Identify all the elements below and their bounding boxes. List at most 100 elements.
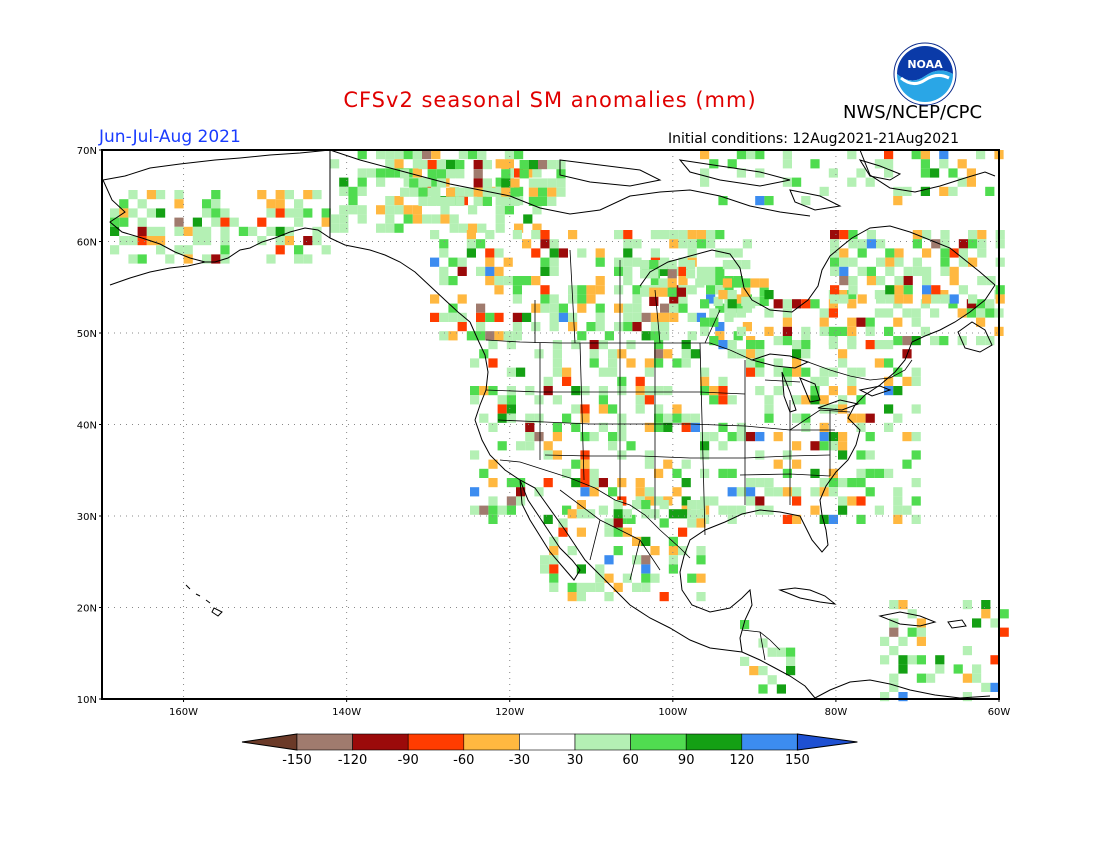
- anomaly-cell: [547, 187, 557, 197]
- anomaly-cell: [907, 655, 917, 665]
- anomaly-cell: [617, 376, 627, 386]
- anomaly-cell: [284, 226, 294, 236]
- anomaly-cell: [339, 214, 349, 224]
- anomaly-cell: [687, 500, 697, 510]
- anomaly-cell: [722, 260, 732, 270]
- anomaly-cell: [880, 636, 890, 646]
- anomaly-cell: [838, 404, 848, 414]
- anomaly-cell: [576, 500, 586, 510]
- anomaly-cell: [598, 404, 608, 414]
- anomaly-cell: [962, 646, 972, 656]
- anomaly-cell: [746, 150, 756, 160]
- anomaly-cell: [916, 673, 926, 683]
- anomaly-cell: [512, 312, 522, 322]
- anomaly-cell: [650, 331, 660, 341]
- anomaly-cell: [604, 331, 614, 341]
- anomaly-cell: [623, 266, 633, 276]
- anomaly-cell: [902, 186, 912, 196]
- anomaly-cell: [876, 257, 886, 267]
- anomaly-cell: [819, 487, 829, 497]
- anomaly-cell: [995, 239, 1005, 249]
- anomaly-cell: [476, 331, 486, 341]
- anomaly-cell: [865, 450, 875, 460]
- anomaly-cell: [736, 432, 746, 442]
- anomaly-cell: [746, 349, 756, 359]
- anomaly-cell: [146, 236, 156, 246]
- anomaly-cell: [649, 269, 659, 279]
- anomaly-cell: [810, 395, 820, 405]
- anomaly-cell: [482, 160, 492, 170]
- anomaly-cell: [649, 260, 659, 270]
- anomaly-cell: [741, 287, 751, 297]
- anomaly-cell: [202, 254, 212, 264]
- anomaly-cell: [874, 159, 884, 169]
- anomaly-cell: [903, 285, 913, 295]
- anomaly-cell: [580, 432, 590, 442]
- anomaly-cell: [522, 312, 532, 322]
- anomaly-cell: [632, 536, 642, 546]
- anomaly-cell: [455, 196, 465, 206]
- anomaly-cell: [681, 496, 691, 506]
- anomaly-cell: [746, 432, 756, 442]
- anomaly-cell: [567, 546, 577, 556]
- anomaly-cell: [742, 239, 752, 249]
- anomaly-cell: [614, 285, 624, 295]
- anomaly-cell: [962, 673, 972, 683]
- anomaly-cell: [468, 150, 478, 160]
- anomaly-cell: [495, 223, 505, 233]
- anomaly-cell: [667, 278, 677, 288]
- anomaly-cell: [847, 478, 857, 488]
- anomaly-cell: [586, 322, 596, 332]
- anomaly-cell: [211, 208, 221, 218]
- anomaly-cell: [838, 496, 848, 506]
- anomaly-cell: [856, 317, 866, 327]
- anomaly-cell: [604, 527, 614, 537]
- anomaly-cell: [700, 468, 710, 478]
- anomaly-cell: [700, 441, 710, 451]
- anomaly-cell: [700, 317, 710, 327]
- anomaly-cell: [865, 340, 875, 350]
- anomaly-cell: [966, 168, 976, 178]
- anomaly-cell: [448, 331, 458, 341]
- lat-label: 40N: [77, 421, 97, 432]
- anomaly-cell: [510, 196, 520, 206]
- anomaly-cell: [709, 395, 719, 405]
- anomaly-cell: [690, 349, 700, 359]
- anomaly-cell: [257, 217, 267, 227]
- anomaly-cell: [534, 432, 544, 442]
- anomaly-cell: [782, 487, 792, 497]
- colorbar-label: 120: [729, 753, 754, 768]
- anomaly-cell: [473, 169, 483, 179]
- anomaly-cell: [746, 367, 756, 377]
- anomaly-cell: [512, 276, 522, 286]
- anomaly-cell: [571, 478, 581, 488]
- anomaly-cell: [911, 496, 921, 506]
- lat-lon-grid: [102, 150, 999, 699]
- anomaly-cell: [547, 160, 557, 170]
- anomaly-cell: [966, 177, 976, 187]
- anomaly-cell: [376, 177, 386, 187]
- anomaly-cell: [669, 230, 679, 240]
- anomaly-cell: [838, 478, 848, 488]
- anomaly-cell: [495, 214, 505, 224]
- anomaly-cell: [782, 336, 792, 346]
- anomaly-cell: [146, 226, 156, 236]
- anomaly-cell: [660, 312, 670, 322]
- anomaly-cell: [764, 413, 774, 423]
- anomaly-cell: [644, 386, 654, 396]
- colorbar-right-arrow: [796, 733, 858, 751]
- anomaly-cell: [626, 514, 636, 524]
- anomaly-cell: [935, 655, 945, 665]
- anomaly-cell: [534, 413, 544, 423]
- anomaly-cell: [828, 514, 838, 524]
- anomaly-cell: [650, 276, 660, 286]
- anomaly-cell: [183, 226, 193, 236]
- anomaly-cell: [939, 336, 949, 346]
- anomaly-cell: [531, 230, 541, 240]
- anomaly-cell: [614, 322, 624, 332]
- anomaly-cell: [608, 432, 618, 442]
- anomaly-cell: [540, 285, 550, 295]
- anomaly-cell: [468, 205, 478, 215]
- anomaly-cell: [672, 487, 682, 497]
- anomaly-cell: [556, 169, 566, 179]
